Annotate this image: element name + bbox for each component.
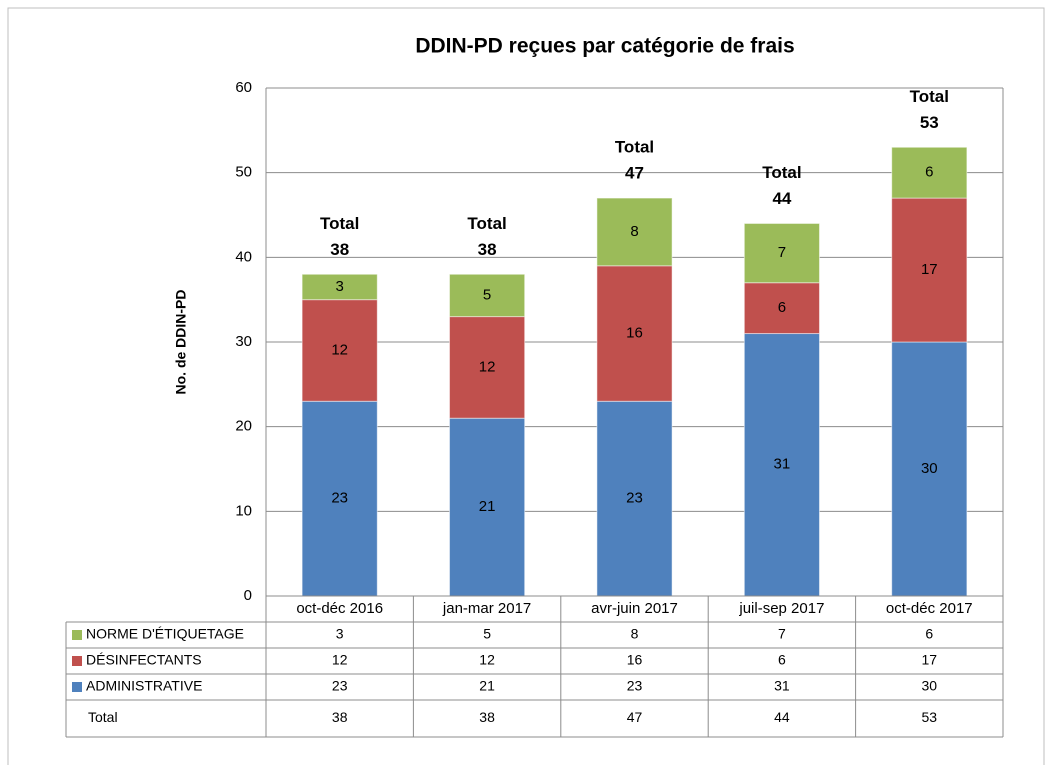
y-tick-label: 10	[235, 502, 252, 519]
total-label: 53	[920, 113, 939, 132]
data-label: 17	[921, 261, 938, 278]
total-label: 47	[625, 164, 644, 183]
row-label: Total	[88, 709, 118, 725]
x-tick-label: oct-déc 2016	[296, 600, 383, 617]
y-tick-label: 50	[235, 164, 252, 181]
bar-segment	[596, 197, 673, 267]
row-label: NORME D'ÉTIQUETAGE	[86, 626, 244, 642]
bar-segment	[596, 400, 673, 597]
bar-segment	[301, 400, 378, 597]
table-cell: 12	[332, 652, 348, 668]
y-tick-label: 0	[244, 587, 252, 604]
table-cell: 21	[479, 678, 495, 694]
x-tick-label: jan-mar 2017	[442, 600, 531, 617]
y-axis-label: No. de DDIN-PD	[173, 290, 189, 395]
data-label: 16	[626, 325, 643, 342]
data-label: 6	[925, 164, 933, 181]
total-name: Total	[762, 163, 801, 182]
data-label: 23	[331, 490, 348, 507]
total-label: 44	[772, 189, 791, 208]
bar-segment	[449, 316, 526, 419]
table-cell: 47	[627, 709, 643, 725]
y-tick-label: 60	[235, 79, 252, 96]
row-label: ADMINISTRATIVE	[86, 678, 202, 694]
table-cell: 6	[925, 626, 933, 642]
bar-segment	[449, 273, 526, 318]
table-cell: 23	[332, 678, 348, 694]
table-cell: 16	[627, 652, 643, 668]
row-label: DÉSINFECTANTS	[86, 652, 202, 668]
legend-key	[72, 656, 82, 666]
bar-segment	[301, 299, 378, 402]
table-cell: 17	[922, 652, 938, 668]
table-cell: 31	[774, 678, 790, 694]
table-cell: 53	[922, 709, 938, 725]
legend-key	[72, 630, 82, 640]
data-label: 21	[479, 498, 496, 515]
table-cell: 30	[922, 678, 938, 694]
total-label: 38	[478, 240, 497, 259]
bar-segment	[596, 265, 673, 402]
total-name: Total	[320, 214, 359, 233]
bar-segment	[301, 273, 378, 301]
bar-segment	[891, 197, 968, 343]
x-tick-label: oct-déc 2017	[886, 600, 973, 617]
table-cell: 12	[479, 652, 495, 668]
data-label: 31	[774, 456, 791, 473]
bar-segment	[891, 341, 968, 597]
data-label: 7	[778, 244, 786, 261]
table-cell: 8	[631, 626, 639, 642]
chart-title: DDIN-PD reçues par catégorie de frais	[415, 35, 794, 58]
bar-segment	[743, 333, 820, 597]
y-tick-label: 40	[235, 248, 252, 265]
table-cell: 44	[774, 709, 790, 725]
table-cell: 5	[483, 626, 491, 642]
total-name: Total	[910, 87, 949, 106]
total-name: Total	[467, 214, 506, 233]
data-label: 3	[336, 278, 344, 295]
x-tick-label: avr-juin 2017	[591, 600, 678, 617]
legend-key	[72, 682, 82, 692]
data-label: 30	[921, 460, 938, 477]
data-label: 5	[483, 286, 491, 303]
table-cell: 38	[479, 709, 495, 725]
data-label: 23	[626, 490, 643, 507]
data-label: 8	[630, 223, 638, 240]
total-label: 38	[330, 240, 349, 259]
table-cell: 3	[336, 626, 344, 642]
table-cell: 6	[778, 652, 786, 668]
bar-segment	[891, 146, 968, 199]
bar-segment	[743, 222, 820, 284]
y-tick-label: 30	[235, 333, 252, 350]
chart-frame	[7, 7, 1045, 765]
y-tick-label: 20	[235, 418, 252, 435]
table-cell: 7	[778, 626, 786, 642]
data-label: 12	[479, 358, 496, 375]
total-name: Total	[615, 138, 654, 157]
data-label: 6	[778, 299, 786, 316]
table-cell: 38	[332, 709, 348, 725]
data-label: 12	[331, 341, 348, 358]
table-cell: 23	[627, 678, 643, 694]
x-tick-label: juil-sep 2017	[738, 600, 824, 617]
